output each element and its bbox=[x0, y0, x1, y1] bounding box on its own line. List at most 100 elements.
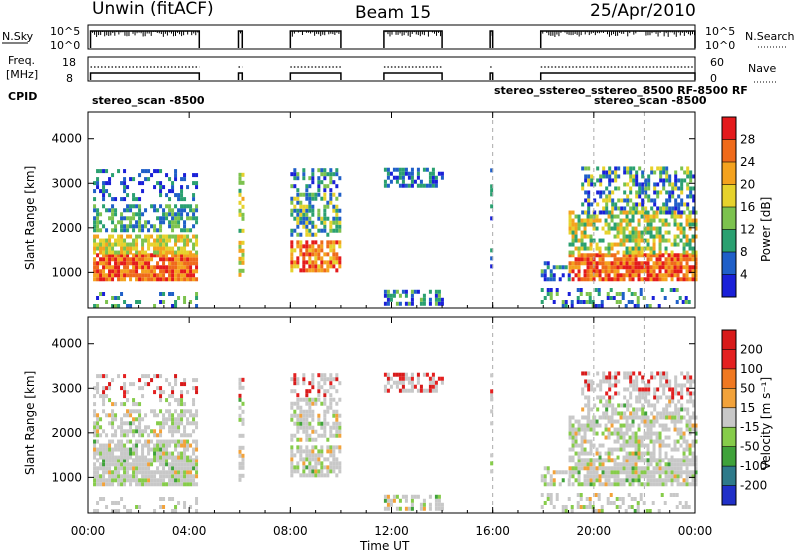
power-cell bbox=[192, 261, 196, 266]
power-cell bbox=[644, 194, 648, 199]
velocity-cell bbox=[663, 501, 667, 505]
velocity-cell bbox=[135, 462, 139, 467]
velocity-colorbar-tick-label: 50 bbox=[740, 381, 755, 395]
velocity-cell bbox=[296, 429, 300, 434]
velocity-cell bbox=[117, 447, 121, 452]
power-cell bbox=[437, 289, 441, 294]
power-colorbar-segment bbox=[722, 184, 736, 207]
velocity-cell bbox=[180, 455, 184, 460]
power-cell bbox=[593, 198, 597, 203]
velocity-cell bbox=[579, 493, 583, 497]
power-cell bbox=[589, 222, 593, 227]
power-cell bbox=[694, 250, 698, 255]
velocity-cell bbox=[577, 427, 581, 432]
power-cell bbox=[305, 268, 309, 273]
power-cell bbox=[640, 277, 644, 282]
velocity-cell bbox=[123, 474, 127, 479]
velocity-cell bbox=[290, 417, 294, 422]
power-cell bbox=[674, 186, 678, 191]
velocity-cell bbox=[180, 451, 184, 456]
power-cell bbox=[540, 269, 544, 274]
power-cell bbox=[189, 277, 193, 282]
velocity-cell bbox=[174, 439, 178, 444]
velocity-cell bbox=[661, 443, 665, 448]
power-cell bbox=[640, 253, 644, 258]
velocity-cell bbox=[656, 387, 660, 392]
power-cell bbox=[299, 268, 303, 273]
freq-panel: Freq. [MHz] 18 8 60 0 Nave bbox=[6, 54, 778, 85]
power-cell bbox=[608, 170, 612, 175]
power-cell bbox=[587, 206, 591, 211]
velocity-cell bbox=[144, 443, 148, 448]
velocity-cell bbox=[580, 423, 584, 428]
nsky-tick-top: 10^5 bbox=[50, 25, 80, 38]
velocity-cell bbox=[674, 391, 678, 396]
velocity-cell bbox=[93, 386, 97, 391]
velocity-cell bbox=[638, 395, 642, 400]
power-cell bbox=[655, 214, 659, 219]
velocity-cell bbox=[628, 482, 632, 487]
power-cell bbox=[567, 292, 571, 296]
power-cell bbox=[99, 250, 103, 255]
velocity-cell bbox=[114, 413, 118, 418]
velocity-cell bbox=[186, 470, 190, 475]
velocity-cell bbox=[621, 501, 625, 505]
power-cell bbox=[159, 300, 163, 304]
velocity-cell bbox=[126, 433, 130, 438]
velocity-cell bbox=[305, 421, 309, 426]
velocity-cell bbox=[323, 425, 327, 430]
power-cell bbox=[311, 172, 315, 177]
velocity-cell bbox=[308, 421, 312, 426]
power-cell bbox=[401, 171, 405, 176]
power-cell bbox=[589, 273, 593, 278]
power-cell bbox=[323, 192, 327, 197]
velocity-cell bbox=[302, 381, 306, 386]
velocity-cell bbox=[607, 447, 611, 452]
power-cell bbox=[655, 261, 659, 266]
power-cell bbox=[138, 212, 142, 217]
velocity-cell bbox=[195, 378, 199, 383]
power-cell bbox=[683, 202, 687, 207]
power-cell bbox=[577, 222, 581, 227]
velocity-cell bbox=[691, 423, 695, 428]
velocity-cell bbox=[308, 433, 312, 438]
velocity-cell bbox=[586, 439, 590, 444]
power-cell bbox=[694, 257, 698, 262]
power-cell bbox=[117, 304, 121, 308]
power-cell bbox=[323, 204, 327, 209]
velocity-cell bbox=[580, 435, 584, 440]
power-cell bbox=[177, 220, 181, 225]
velocity-cell bbox=[410, 372, 414, 377]
velocity-cell bbox=[162, 474, 166, 479]
x-tick-label: 16:00 bbox=[475, 524, 510, 538]
power-cell bbox=[410, 297, 414, 302]
velocity-cell bbox=[401, 384, 405, 389]
velocity-cell bbox=[165, 455, 169, 460]
velocity-cell bbox=[296, 417, 300, 422]
velocity-cell bbox=[305, 445, 309, 450]
velocity-cell bbox=[105, 505, 109, 509]
power-cell bbox=[305, 216, 309, 221]
power-cell bbox=[640, 265, 644, 270]
velocity-cell bbox=[147, 374, 151, 379]
power-cell bbox=[156, 242, 160, 247]
power-cell bbox=[123, 277, 127, 282]
power-cell bbox=[605, 194, 609, 199]
velocity-cell bbox=[685, 419, 689, 424]
power-cell bbox=[320, 228, 324, 233]
nave-tick-top: 60 bbox=[710, 56, 724, 69]
velocity-cell bbox=[141, 458, 145, 463]
velocity-cell bbox=[653, 403, 657, 408]
velocity-cell bbox=[577, 451, 581, 456]
power-cell bbox=[171, 257, 175, 262]
power-cell bbox=[401, 167, 405, 172]
velocity-cell bbox=[171, 386, 175, 391]
velocity-cell bbox=[296, 461, 300, 466]
velocity-cell bbox=[581, 391, 585, 396]
velocity-cell bbox=[299, 453, 303, 458]
velocity-cell bbox=[320, 433, 324, 438]
velocity-cell bbox=[174, 417, 178, 422]
velocity-cell bbox=[305, 397, 309, 402]
power-cell bbox=[162, 208, 166, 213]
velocity-cell bbox=[589, 470, 593, 475]
